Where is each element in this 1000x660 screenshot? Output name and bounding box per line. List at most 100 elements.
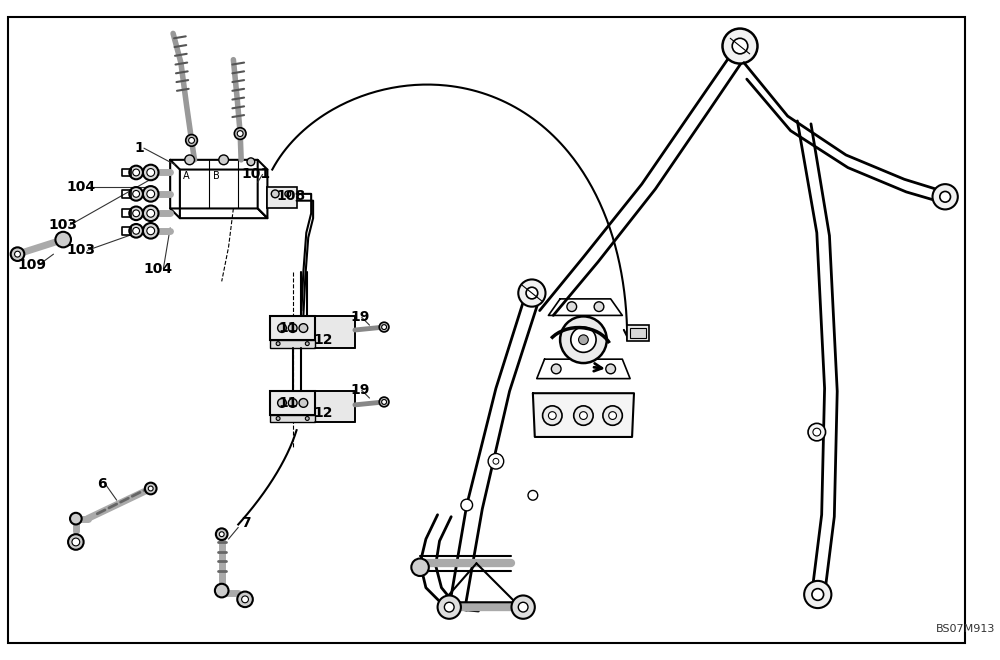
Text: 19: 19 <box>350 383 369 397</box>
Circle shape <box>276 416 280 420</box>
Circle shape <box>382 325 387 329</box>
Bar <box>315 391 355 422</box>
Circle shape <box>278 323 286 333</box>
Circle shape <box>234 128 246 139</box>
Circle shape <box>276 342 280 346</box>
Circle shape <box>808 423 826 441</box>
Circle shape <box>147 190 155 198</box>
Circle shape <box>571 327 596 352</box>
Circle shape <box>143 165 158 180</box>
Circle shape <box>129 187 143 201</box>
Circle shape <box>147 168 155 176</box>
Circle shape <box>518 279 546 307</box>
Circle shape <box>579 335 588 345</box>
Circle shape <box>285 191 291 197</box>
Circle shape <box>299 399 308 407</box>
Bar <box>267 187 297 209</box>
Circle shape <box>551 364 561 374</box>
Circle shape <box>933 184 958 209</box>
Circle shape <box>133 191 140 197</box>
Circle shape <box>382 399 387 405</box>
Circle shape <box>72 538 80 546</box>
Circle shape <box>237 131 243 137</box>
Text: BS07M913: BS07M913 <box>935 624 995 634</box>
Text: 101: 101 <box>241 168 270 182</box>
Circle shape <box>145 482 157 494</box>
Circle shape <box>548 412 556 420</box>
Circle shape <box>147 209 155 217</box>
Text: B: B <box>213 172 220 182</box>
Text: 104: 104 <box>66 180 95 194</box>
Circle shape <box>216 529 228 540</box>
Circle shape <box>288 399 297 407</box>
Circle shape <box>606 364 616 374</box>
Text: 6: 6 <box>97 477 107 490</box>
Circle shape <box>237 591 253 607</box>
Circle shape <box>438 595 461 619</box>
Bar <box>630 328 646 338</box>
Circle shape <box>189 137 194 143</box>
Circle shape <box>488 453 504 469</box>
Circle shape <box>305 342 309 346</box>
Text: 11: 11 <box>278 396 298 410</box>
Circle shape <box>143 205 158 221</box>
Circle shape <box>567 302 577 312</box>
Text: 1: 1 <box>134 141 144 155</box>
Circle shape <box>526 287 538 299</box>
Circle shape <box>55 232 71 248</box>
Circle shape <box>305 416 309 420</box>
Circle shape <box>804 581 831 608</box>
Circle shape <box>129 207 143 220</box>
Circle shape <box>511 595 535 619</box>
Circle shape <box>133 210 140 216</box>
Circle shape <box>143 186 158 202</box>
Bar <box>270 391 315 414</box>
Bar <box>533 393 634 437</box>
Text: 12: 12 <box>313 333 333 346</box>
Circle shape <box>247 158 255 166</box>
Circle shape <box>185 155 194 165</box>
Circle shape <box>609 412 616 420</box>
Circle shape <box>594 302 604 312</box>
Circle shape <box>15 251 20 257</box>
Circle shape <box>242 596 248 603</box>
Bar <box>270 414 315 422</box>
Circle shape <box>278 399 286 407</box>
Circle shape <box>813 428 821 436</box>
Circle shape <box>11 248 24 261</box>
Text: 12: 12 <box>313 406 333 420</box>
Circle shape <box>379 322 389 332</box>
Text: 104: 104 <box>144 262 173 276</box>
Text: 108: 108 <box>276 189 305 203</box>
Circle shape <box>732 38 748 54</box>
Circle shape <box>299 323 308 333</box>
Bar <box>627 325 649 341</box>
Circle shape <box>186 135 197 147</box>
Circle shape <box>129 166 143 180</box>
Text: 109: 109 <box>18 258 47 272</box>
Text: 103: 103 <box>66 244 95 257</box>
Circle shape <box>133 169 140 176</box>
Circle shape <box>143 223 158 239</box>
Circle shape <box>518 603 528 612</box>
Text: 19: 19 <box>350 310 369 324</box>
Circle shape <box>528 490 538 500</box>
Circle shape <box>411 558 429 576</box>
Circle shape <box>461 499 473 511</box>
Circle shape <box>560 316 607 363</box>
Circle shape <box>68 534 84 550</box>
Circle shape <box>129 224 143 238</box>
Circle shape <box>543 406 562 425</box>
Circle shape <box>271 190 279 198</box>
Circle shape <box>812 589 824 601</box>
Circle shape <box>493 458 499 464</box>
Circle shape <box>379 397 389 407</box>
Circle shape <box>219 155 229 165</box>
Circle shape <box>940 191 951 202</box>
Circle shape <box>722 28 757 63</box>
Circle shape <box>215 584 229 597</box>
Circle shape <box>288 323 297 333</box>
Bar <box>170 160 258 209</box>
Text: 7: 7 <box>241 515 251 529</box>
Bar <box>270 340 315 348</box>
